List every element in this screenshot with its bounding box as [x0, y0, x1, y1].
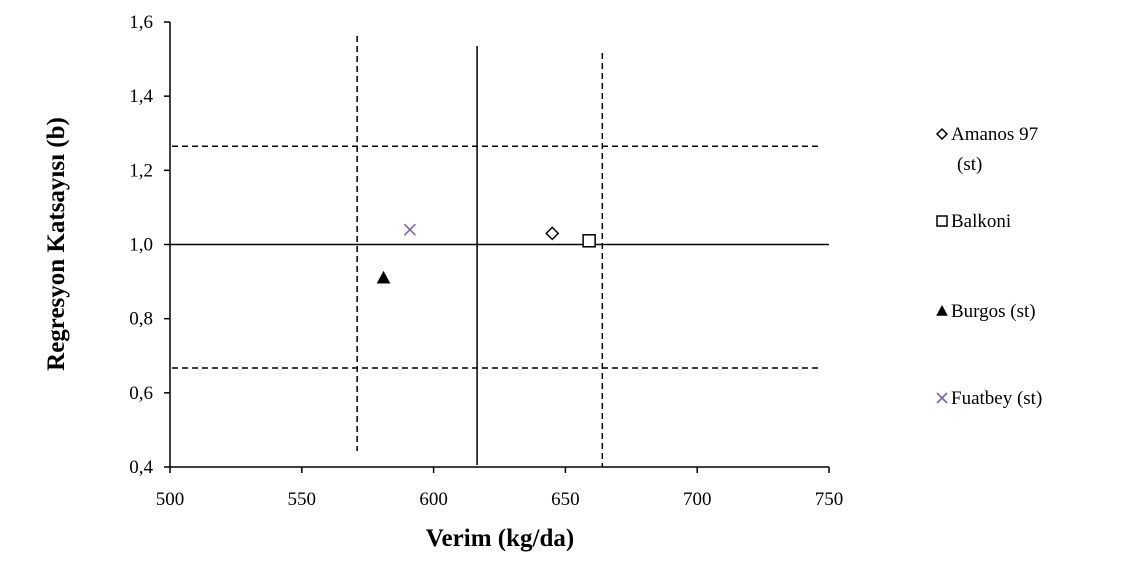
y-tick-label: 1,4	[129, 86, 153, 107]
legend-marker-4-stroke-2	[936, 392, 948, 404]
x-tick-label: 650	[551, 489, 580, 510]
legend-entry-1: Amanos 97 (st)	[935, 124, 1038, 175]
y-tick-label: 0,4	[129, 457, 153, 478]
y-tick-label: 1,6	[129, 12, 153, 33]
x-tick-label: 750	[815, 489, 844, 510]
legend-label: Fuatbey (st)	[951, 388, 1042, 409]
y-tick-label: 0,8	[129, 309, 153, 330]
data-point-4-stroke-2	[403, 223, 416, 236]
data-point-2	[582, 234, 596, 248]
x-tick-label: 550	[288, 489, 317, 510]
legend-entry-2: Balkoni	[936, 211, 1011, 232]
data-point-1	[545, 226, 560, 241]
legend-marker-1	[935, 127, 949, 141]
y-axis-title: Regresyon Katsayısı (b)	[43, 117, 70, 371]
x-axis-title: Verim (kg/da)	[426, 525, 574, 552]
legend-label: Amanos 97	[951, 124, 1038, 145]
x-tick-label: 500	[156, 489, 185, 510]
legend-label: Balkoni	[951, 211, 1011, 232]
data-point-4	[403, 223, 416, 236]
legend-marker-3	[936, 304, 948, 316]
y-tick-label: 1,2	[129, 160, 153, 181]
legend-entry-3: Burgos (st)	[936, 301, 1036, 322]
y-tick-label: 1,0	[129, 235, 153, 256]
x-tick-label: 600	[419, 489, 448, 510]
legend-entry-4: Fuatbey (st)	[936, 388, 1042, 409]
legend-marker-2	[936, 215, 948, 227]
legend-marker-4	[936, 392, 948, 404]
data-point-3	[376, 270, 391, 284]
legend-label: (st)	[957, 154, 982, 175]
legend-label: Burgos (st)	[951, 301, 1036, 322]
y-tick-label: 0,6	[129, 383, 153, 404]
x-tick-label: 700	[683, 489, 712, 510]
